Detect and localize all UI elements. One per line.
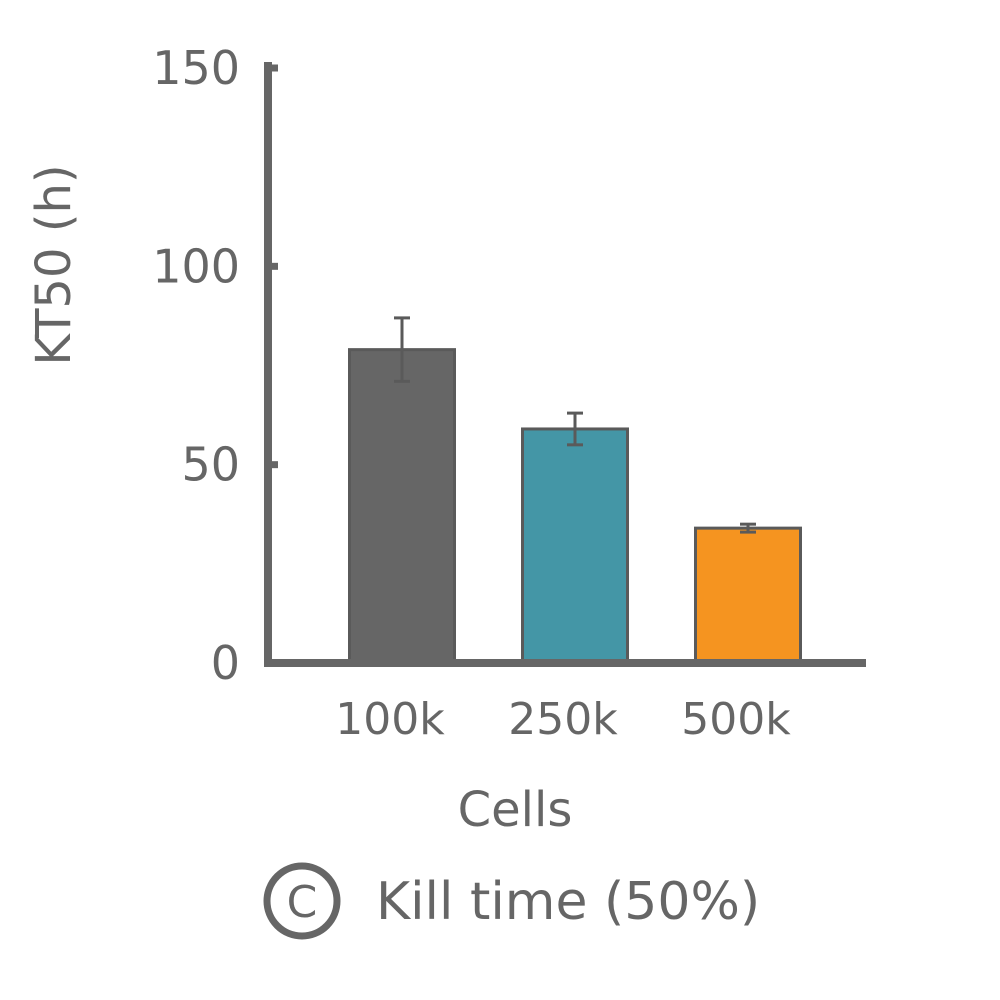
axes — [264, 62, 866, 667]
x-axis-categories: 100k 250k 500k — [335, 694, 791, 745]
y-tick-label: 50 — [181, 438, 240, 492]
error-bars — [394, 316, 756, 534]
caption: C Kill time (50%) — [263, 862, 760, 940]
y-tick-label: 100 — [152, 239, 240, 293]
x-tick-label: 100k — [335, 694, 445, 745]
x-axis-label: Cells — [458, 782, 573, 838]
x-tick-label: 500k — [681, 694, 791, 745]
bar-500k — [694, 526, 802, 665]
bar-250k — [521, 427, 629, 665]
panel-letter-circle — [263, 862, 341, 940]
bars — [348, 348, 802, 665]
x-tick-label: 250k — [508, 694, 618, 745]
y-axis-label: KT50 (h) — [26, 164, 82, 365]
y-tick-label: 150 — [152, 41, 240, 95]
y-axis-ticks: 0 50 100 150 — [152, 41, 278, 690]
bar-100k — [348, 348, 456, 665]
caption-text: Kill time (50%) — [376, 872, 760, 932]
y-tick-label: 0 — [211, 636, 240, 690]
panel-letter: C — [287, 877, 318, 928]
